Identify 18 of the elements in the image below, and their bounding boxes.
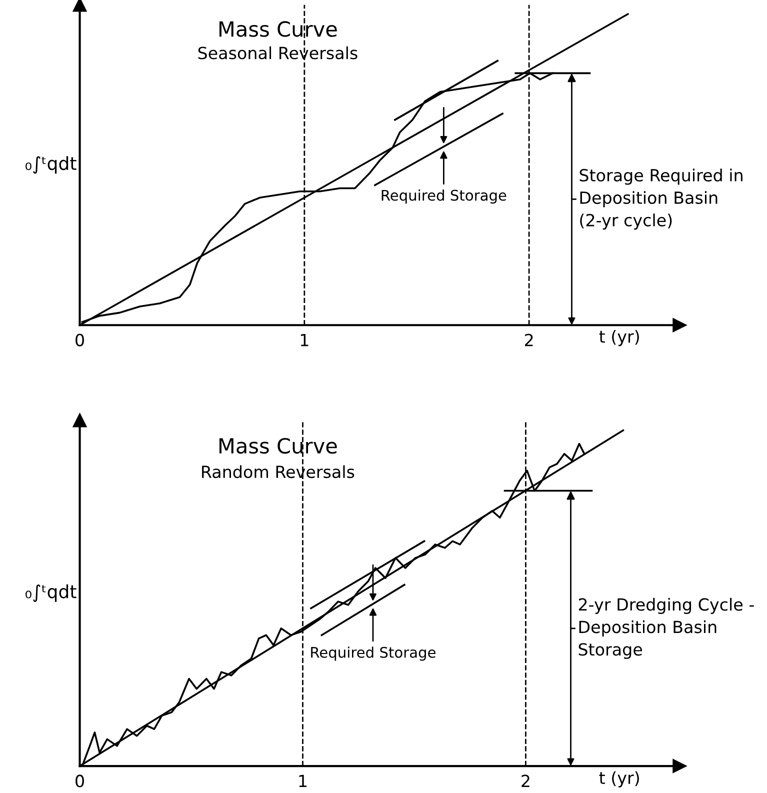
annotation: Required Storage	[382, 190, 506, 204]
x-tick-label: 2	[524, 334, 533, 346]
y-axis-title: ₀∫ᵗqdt	[26, 584, 76, 602]
y-axis-title: ₀∫ᵗqdt	[26, 156, 76, 174]
x-tick-label: 0	[76, 334, 84, 346]
x-tick-label: 0	[76, 774, 84, 788]
x-tick-label: 2	[522, 774, 530, 788]
text: Seasonal Reversals	[198, 46, 358, 60]
x-tick-label: 1	[299, 774, 307, 788]
x-axis-title: t (yr)	[599, 771, 639, 788]
x-axis-title: t (yr)	[599, 330, 639, 346]
x-tick-label: 1	[300, 334, 308, 346]
chart-title: Mass Curve	[219, 438, 337, 454]
annotation: Storage Required in Deposition Basin (2-yr cycle)	[580, 168, 742, 230]
text: Random Reversals	[202, 465, 354, 478]
chart-title: Mass Curve	[219, 21, 337, 37]
annotation: Required Storage	[311, 646, 436, 661]
annotation: 2-yr Dredging Cycle - Deposition Basin Storage	[578, 598, 754, 659]
